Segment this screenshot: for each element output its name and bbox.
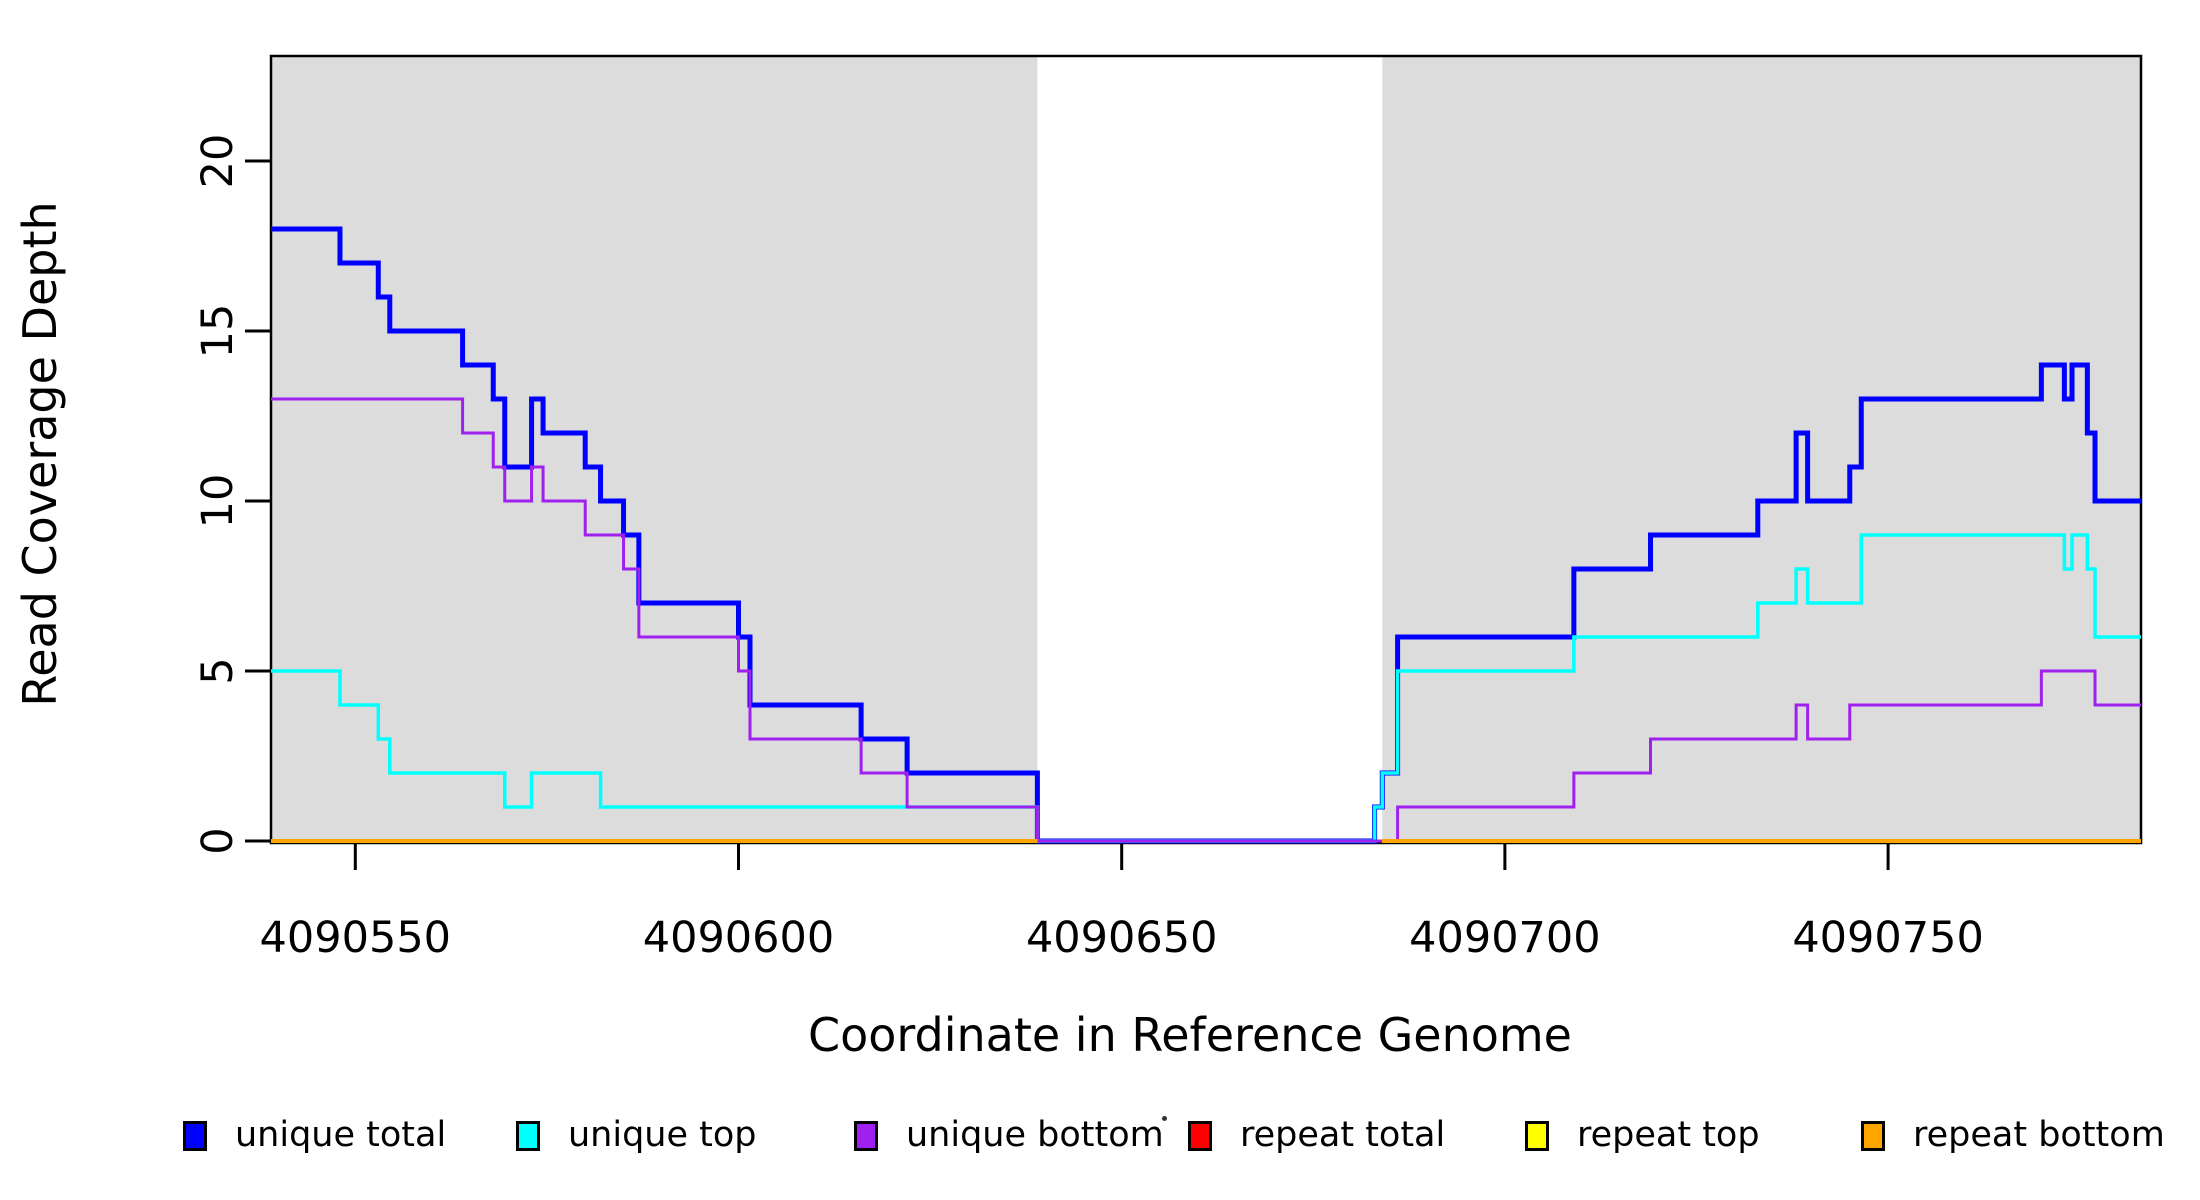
series-unique-total xyxy=(271,226,2141,844)
legend-item-unique-top: unique top xyxy=(516,1118,757,1153)
legend-label: repeat top xyxy=(1577,1115,1760,1155)
stray-dot-artifact xyxy=(1162,1116,1167,1121)
cyan-square-icon xyxy=(516,1120,540,1151)
x-tick-label: 4090550 xyxy=(260,913,452,963)
shaded-region-2 xyxy=(1382,56,2141,843)
yellow-square-icon xyxy=(1525,1120,1549,1151)
orange-square-icon xyxy=(1861,1120,1885,1151)
x-tick-label: 4090750 xyxy=(1792,913,1984,963)
legend-item-repeat-bottom: repeat bottom xyxy=(1861,1118,2165,1153)
x-axis-title-text: Coordinate in Reference Genome xyxy=(808,1008,1572,1062)
legend-label: repeat total xyxy=(1240,1115,1446,1155)
legend-label: unique bottom xyxy=(906,1115,1164,1155)
x-axis-title: Coordinate in Reference Genome xyxy=(0,1008,2200,1062)
y-tick-label: 5 xyxy=(193,657,243,684)
y-axis-title: Read Coverage Depth xyxy=(13,104,67,804)
y-tick-label: 10 xyxy=(193,474,243,529)
x-tick-label: 4090600 xyxy=(643,913,835,963)
legend-item-unique-total: unique total xyxy=(183,1118,446,1153)
purple-square-icon xyxy=(854,1120,878,1151)
series-unique-top xyxy=(271,533,2141,843)
y-axis-title-text: Read Coverage Depth xyxy=(13,201,67,707)
series-unique-bottom xyxy=(271,397,2141,843)
legend-label: unique top xyxy=(568,1115,757,1155)
legend-label: repeat bottom xyxy=(1913,1115,2165,1155)
y-tick-label: 20 xyxy=(193,134,243,189)
x-tick-label: 4090650 xyxy=(1026,913,1218,963)
y-tick-label: 15 xyxy=(193,304,243,359)
legend-item-repeat-total: repeat total xyxy=(1188,1118,1445,1153)
shaded-region-1 xyxy=(271,56,1038,843)
red-square-icon xyxy=(1188,1120,1212,1151)
x-tick-label: 4090700 xyxy=(1409,913,1601,963)
legend-label: unique total xyxy=(235,1115,447,1155)
legend-item-unique-bottom: unique bottom xyxy=(854,1118,1164,1153)
blue-square-icon xyxy=(183,1120,207,1151)
y-tick-label: 0 xyxy=(193,827,243,854)
legend-item-repeat-top: repeat top xyxy=(1525,1118,1760,1153)
